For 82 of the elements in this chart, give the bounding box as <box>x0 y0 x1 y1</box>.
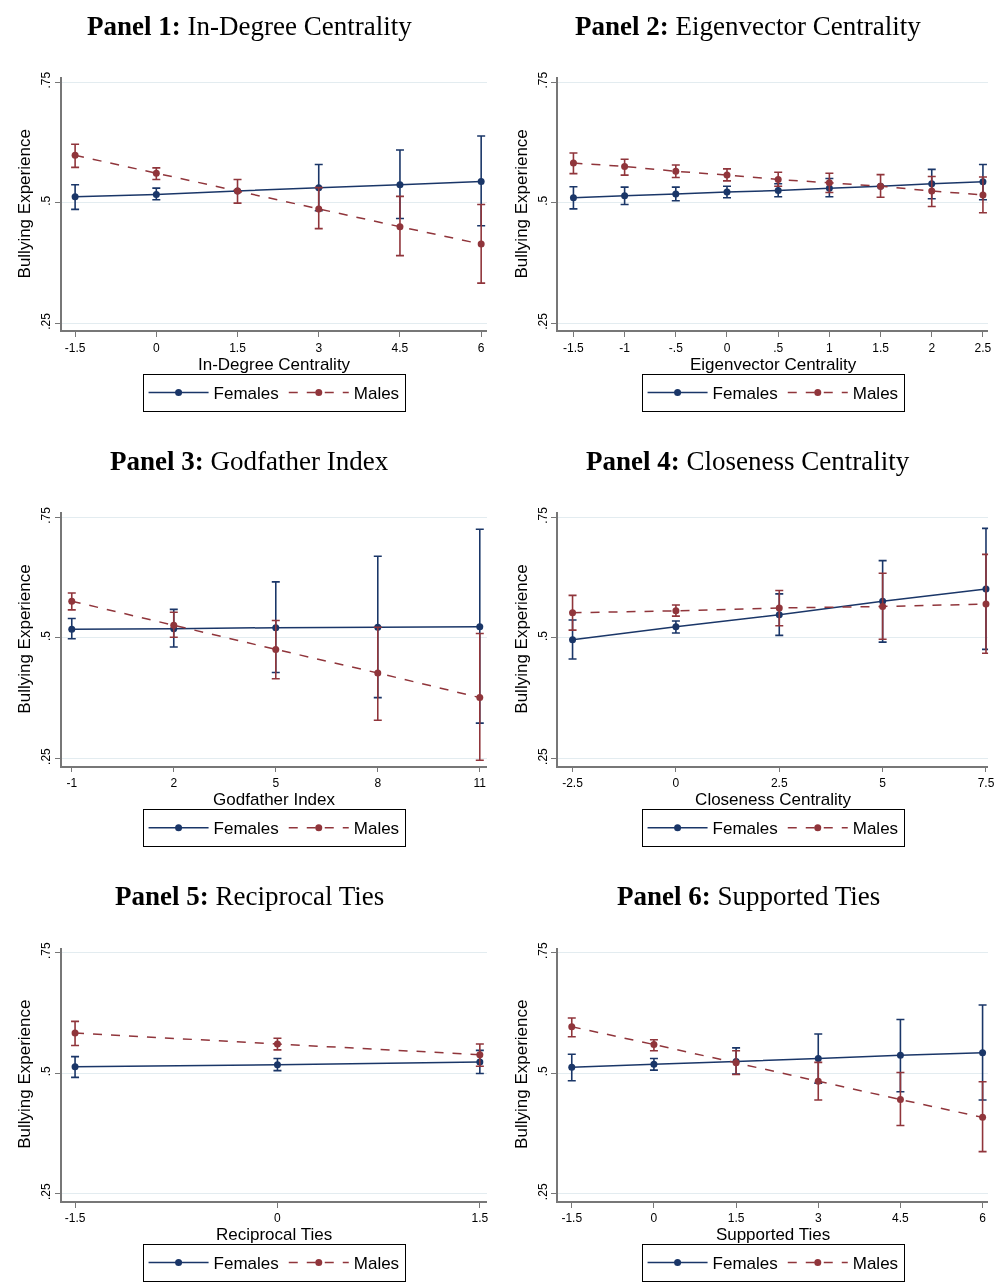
legend-label: Females <box>213 384 279 404</box>
x-tick-label: 3 <box>315 340 323 355</box>
legend-label: Females <box>213 1254 279 1274</box>
x-tick-label: 2.5 <box>770 775 788 790</box>
chart-title: Panel 1: In-Degree Centrality <box>87 11 413 41</box>
y-tick-label: .25 <box>535 1183 550 1201</box>
y-axis-title: Bullying Experience <box>511 564 531 714</box>
x-tick-label: 0 <box>650 1210 658 1225</box>
x-tick-label: -1.5 <box>563 340 585 355</box>
chart-title: Panel 2: Eigenvector Centrality <box>575 11 922 41</box>
y-axis-title: Bullying Experience <box>15 999 35 1149</box>
y-tick-label: .75 <box>535 941 550 959</box>
y-axis-title: Bullying Experience <box>511 999 531 1149</box>
legend-label: Males <box>852 1254 899 1274</box>
y-tick-label: .75 <box>39 506 54 524</box>
y-tick-label: .75 <box>39 71 54 89</box>
x-tick-label: 4.5 <box>391 340 409 355</box>
x-tick-label: -1 <box>619 340 631 355</box>
x-axis-title: Supported Ties <box>715 1224 831 1244</box>
x-tick-label: -1.5 <box>64 340 86 355</box>
y-tick-label: .25 <box>39 1183 54 1201</box>
chart-title: Panel 3: Godfather Index <box>110 446 389 476</box>
chart-title: Panel 6: Supported Ties <box>617 881 881 911</box>
y-axis-title: Bullying Experience <box>15 564 35 714</box>
y-tick-label: .75 <box>39 941 54 959</box>
x-tick-label: 8 <box>374 775 382 790</box>
x-tick-label: 5 <box>879 775 887 790</box>
x-tick-label: -1.5 <box>561 1210 583 1225</box>
y-tick-label: .5 <box>535 195 550 206</box>
x-tick-label: -.5 <box>668 340 684 355</box>
x-tick-label: -2.5 <box>562 775 584 790</box>
x-tick-label: 2 <box>928 340 936 355</box>
y-tick-label: .75 <box>535 71 550 89</box>
x-tick-label: -1.5 <box>64 1210 86 1225</box>
x-tick-label: 2.5 <box>974 340 992 355</box>
x-tick-label: 1.5 <box>872 340 890 355</box>
legend-label: Males <box>353 1254 400 1274</box>
y-tick-label: .5 <box>535 1065 550 1077</box>
legend-label: Males <box>353 384 400 404</box>
x-tick-label: 1 <box>826 340 834 355</box>
x-tick-label: 5 <box>272 775 280 790</box>
y-axis-title: Bullying Experience <box>15 129 35 279</box>
x-tick-label: 4.5 <box>892 1210 910 1225</box>
y-tick-label: .25 <box>39 312 54 330</box>
y-tick-label: .5 <box>39 630 54 642</box>
x-tick-label: 6 <box>477 340 485 355</box>
x-tick-label: 0 <box>152 340 160 355</box>
legend-label: Males <box>852 819 899 839</box>
x-tick-label: 0 <box>274 1210 282 1225</box>
legend-label: Females <box>213 819 279 839</box>
x-tick-label: 1.5 <box>471 1210 489 1225</box>
chart-title: Panel 4: Closeness Centrality <box>586 446 910 476</box>
y-tick-label: .25 <box>535 312 550 330</box>
y-tick-label: .5 <box>39 195 54 206</box>
y-tick-label: .5 <box>535 630 550 642</box>
y-tick-label: .25 <box>39 747 54 765</box>
x-axis-title: In-Degree Centrality <box>198 354 351 374</box>
x-tick-label: 0 <box>723 340 731 355</box>
y-tick-label: .25 <box>535 747 550 765</box>
x-tick-label: 3 <box>814 1210 822 1225</box>
x-tick-label: 1.5 <box>727 1210 745 1225</box>
y-axis-title: Bullying Experience <box>511 129 531 279</box>
legend-label: Males <box>852 384 899 404</box>
x-axis-title: Reciprocal Ties <box>215 1224 333 1244</box>
x-axis-title: Godfather Index <box>213 789 336 809</box>
chart-title: Panel 5: Reciprocal Ties <box>115 881 385 911</box>
x-tick-label: -1 <box>66 775 78 790</box>
legend-label: Males <box>353 819 400 839</box>
x-tick-label: 1.5 <box>229 340 247 355</box>
x-tick-label: 7.5 <box>977 775 995 790</box>
x-axis-title: Eigenvector Centrality <box>689 354 857 374</box>
legend-label: Females <box>712 384 778 404</box>
legend-label: Females <box>712 1254 778 1274</box>
x-tick-label: 11 <box>473 775 487 790</box>
x-tick-label: 2 <box>170 775 178 790</box>
x-tick-label: 0 <box>672 775 680 790</box>
y-tick-label: .5 <box>39 1065 54 1077</box>
x-tick-label: .5 <box>773 340 784 355</box>
x-axis-title: Closeness Centrality <box>695 789 852 809</box>
legend-label: Females <box>712 819 778 839</box>
y-tick-label: .75 <box>535 506 550 524</box>
x-tick-label: 6 <box>979 1210 987 1225</box>
